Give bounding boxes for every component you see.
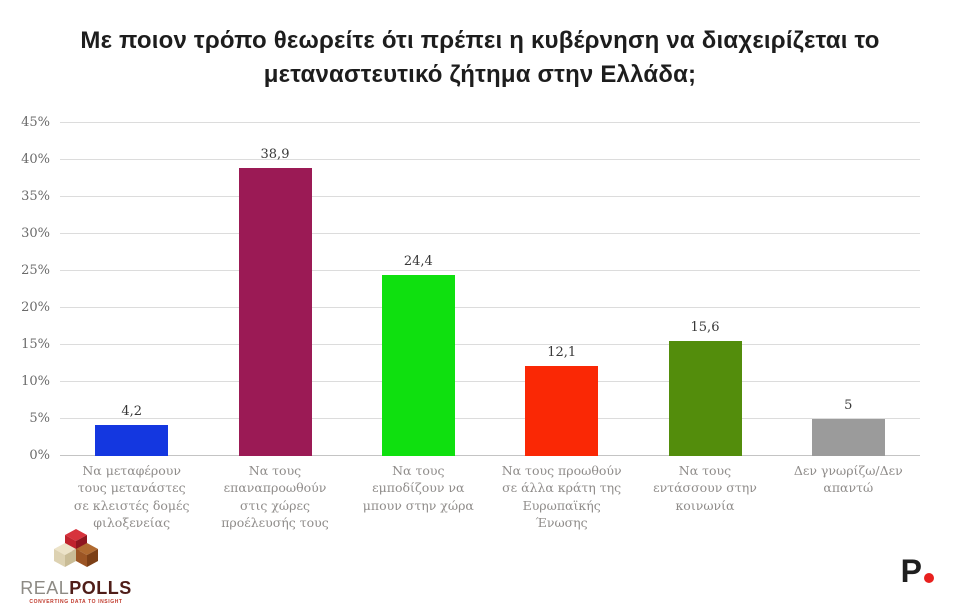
- ytick-30: 30%: [21, 226, 50, 241]
- bar-2: [238, 168, 312, 456]
- ytick-10: 10%: [21, 374, 50, 389]
- ytick-25: 25%: [21, 263, 50, 278]
- bar-value-label-2: 38,9: [260, 147, 290, 163]
- gridline-10: [60, 381, 920, 382]
- bar-3: [381, 275, 455, 456]
- bar-5: [668, 340, 742, 456]
- ytick-35: 35%: [21, 189, 50, 204]
- realpolls-cubes-icon: [54, 529, 98, 567]
- brand-tagline: CONVERTING DATA TO INSIGHT: [29, 599, 123, 605]
- publisher-dot-icon: [924, 573, 934, 583]
- publisher-logo: P: [900, 553, 934, 589]
- brand-real: REAL: [20, 578, 70, 598]
- gridline-0: [60, 455, 920, 456]
- bar-value-label-6: 5: [844, 398, 853, 413]
- bar-value-label-5: 15,6: [690, 319, 720, 335]
- x-axis: Να μεταφέρουν τους μετανάστες σε κλειστέ…: [60, 462, 920, 531]
- gridline-20: [60, 307, 920, 308]
- ytick-20: 20%: [21, 300, 50, 315]
- publisher-letter: P: [900, 553, 922, 589]
- ytick-40: 40%: [21, 152, 50, 167]
- plot-area: 4,2 38,9 24,4 12,1 15,6 5: [60, 122, 920, 456]
- gridline-45: [60, 122, 920, 123]
- gridline-15: [60, 344, 920, 345]
- xtick-6: Δεν γνωρίζω/Δεν απαντώ: [793, 463, 903, 496]
- xtick-2: Να τους επαναπροωθούν στις χώρες προέλευ…: [221, 463, 329, 530]
- bar-1: [95, 424, 169, 456]
- gridline-30: [60, 233, 920, 234]
- bar-value-label-4: 12,1: [547, 345, 577, 361]
- gridline-25: [60, 270, 920, 271]
- ytick-45: 45%: [21, 115, 50, 130]
- bar-4: [525, 366, 599, 456]
- realpolls-logo: REALPOLLS CONVERTING DATA TO INSIGHT: [15, 527, 137, 605]
- gridline-5: [60, 418, 920, 419]
- bar-value-label-3: 24,4: [403, 254, 433, 270]
- ytick-0: 0%: [29, 448, 50, 463]
- ytick-15: 15%: [21, 337, 50, 352]
- ytick-5: 5%: [29, 411, 50, 426]
- brand-polls: POLLS: [69, 578, 132, 598]
- xtick-4: Να τους προωθούν σε άλλα κράτη της Ευρωπ…: [501, 463, 622, 530]
- brand-wordmark: REALPOLLS: [15, 579, 137, 597]
- y-axis: 0% 5% 10% 15% 20% 25% 30% 35% 40% 45%: [0, 115, 54, 463]
- gridline-35: [60, 196, 920, 197]
- bar-6: [811, 419, 885, 456]
- xtick-5: Να τους εντάσσουν στην κοινωνία: [653, 463, 757, 513]
- bar-value-label-1: 4,2: [121, 403, 142, 419]
- xtick-3: Να τους εμποδίζουν να μπουν στην χώρα: [362, 463, 474, 513]
- xtick-1: Να μεταφέρουν τους μετανάστες σε κλειστέ…: [73, 463, 190, 530]
- gridline-40: [60, 159, 920, 160]
- chart-title: Με ποιον τρόπο θεωρείτε ότι πρέπει η κυβ…: [80, 27, 880, 89]
